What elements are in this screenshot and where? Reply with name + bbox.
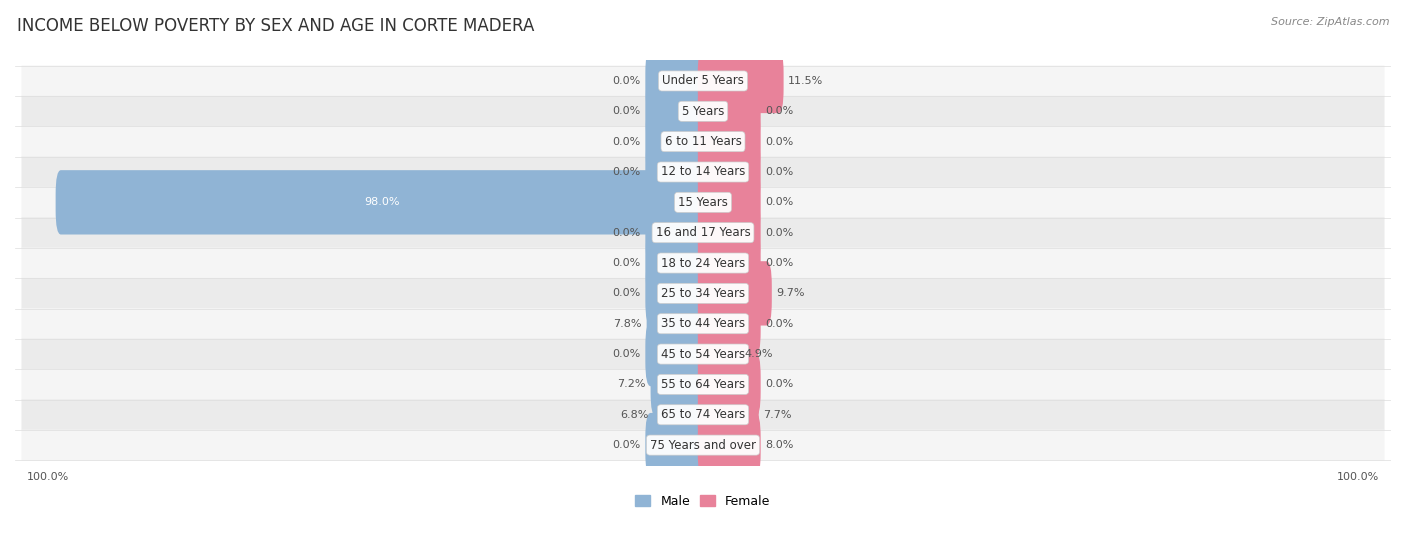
FancyBboxPatch shape (21, 399, 1385, 430)
Text: 11.5%: 11.5% (789, 76, 824, 86)
Text: 0.0%: 0.0% (765, 380, 793, 390)
FancyBboxPatch shape (697, 292, 761, 356)
FancyBboxPatch shape (697, 140, 761, 204)
Text: 0.0%: 0.0% (613, 106, 641, 116)
FancyBboxPatch shape (645, 140, 709, 204)
Text: 0.0%: 0.0% (613, 440, 641, 450)
FancyBboxPatch shape (697, 261, 772, 325)
Text: 4.9%: 4.9% (745, 349, 773, 359)
Text: 15 Years: 15 Years (678, 196, 728, 209)
FancyBboxPatch shape (697, 170, 761, 235)
FancyBboxPatch shape (56, 170, 709, 235)
FancyBboxPatch shape (697, 231, 761, 295)
FancyBboxPatch shape (645, 79, 709, 144)
FancyBboxPatch shape (21, 217, 1385, 248)
Text: 35 to 44 Years: 35 to 44 Years (661, 317, 745, 330)
Text: 55 to 64 Years: 55 to 64 Years (661, 378, 745, 391)
Text: 18 to 24 Years: 18 to 24 Years (661, 257, 745, 269)
Text: 6 to 11 Years: 6 to 11 Years (665, 135, 741, 148)
Legend: Male, Female: Male, Female (630, 490, 776, 513)
Text: 0.0%: 0.0% (765, 136, 793, 146)
Text: 65 to 74 Years: 65 to 74 Years (661, 408, 745, 421)
FancyBboxPatch shape (697, 49, 783, 113)
Text: 7.2%: 7.2% (617, 380, 645, 390)
Text: 5 Years: 5 Years (682, 105, 724, 118)
FancyBboxPatch shape (697, 79, 761, 144)
Text: Under 5 Years: Under 5 Years (662, 74, 744, 87)
Text: 0.0%: 0.0% (613, 76, 641, 86)
Text: 45 to 54 Years: 45 to 54 Years (661, 348, 745, 361)
Text: INCOME BELOW POVERTY BY SEX AND AGE IN CORTE MADERA: INCOME BELOW POVERTY BY SEX AND AGE IN C… (17, 17, 534, 35)
FancyBboxPatch shape (645, 201, 709, 265)
Text: 7.8%: 7.8% (613, 319, 643, 329)
FancyBboxPatch shape (645, 261, 709, 325)
Text: 0.0%: 0.0% (765, 319, 793, 329)
FancyBboxPatch shape (21, 339, 1385, 369)
Text: 6.8%: 6.8% (620, 410, 648, 420)
Text: 25 to 34 Years: 25 to 34 Years (661, 287, 745, 300)
Text: 0.0%: 0.0% (765, 106, 793, 116)
FancyBboxPatch shape (21, 126, 1385, 157)
Text: 0.0%: 0.0% (765, 258, 793, 268)
Text: 0.0%: 0.0% (613, 167, 641, 177)
FancyBboxPatch shape (21, 369, 1385, 400)
FancyBboxPatch shape (651, 352, 709, 416)
Text: 0.0%: 0.0% (765, 228, 793, 238)
FancyBboxPatch shape (21, 308, 1385, 339)
Text: 0.0%: 0.0% (613, 288, 641, 299)
FancyBboxPatch shape (697, 413, 761, 477)
FancyBboxPatch shape (645, 322, 709, 386)
FancyBboxPatch shape (21, 430, 1385, 461)
FancyBboxPatch shape (647, 292, 709, 356)
FancyBboxPatch shape (21, 278, 1385, 309)
FancyBboxPatch shape (697, 201, 761, 265)
Text: 98.0%: 98.0% (364, 197, 399, 207)
FancyBboxPatch shape (21, 96, 1385, 127)
FancyBboxPatch shape (21, 157, 1385, 187)
FancyBboxPatch shape (645, 413, 709, 477)
FancyBboxPatch shape (697, 352, 761, 416)
FancyBboxPatch shape (697, 322, 741, 386)
Text: Source: ZipAtlas.com: Source: ZipAtlas.com (1271, 17, 1389, 27)
Text: 0.0%: 0.0% (765, 167, 793, 177)
Text: 8.0%: 8.0% (765, 440, 793, 450)
FancyBboxPatch shape (697, 382, 759, 447)
FancyBboxPatch shape (697, 110, 761, 174)
Text: 0.0%: 0.0% (613, 258, 641, 268)
Text: 0.0%: 0.0% (613, 228, 641, 238)
Text: 75 Years and over: 75 Years and over (650, 439, 756, 452)
FancyBboxPatch shape (21, 187, 1385, 218)
Text: 9.7%: 9.7% (776, 288, 804, 299)
Text: 0.0%: 0.0% (613, 349, 641, 359)
Text: 0.0%: 0.0% (765, 197, 793, 207)
FancyBboxPatch shape (645, 110, 709, 174)
Text: 7.7%: 7.7% (763, 410, 792, 420)
FancyBboxPatch shape (21, 248, 1385, 278)
FancyBboxPatch shape (645, 231, 709, 295)
Text: 12 to 14 Years: 12 to 14 Years (661, 165, 745, 178)
FancyBboxPatch shape (645, 49, 709, 113)
FancyBboxPatch shape (21, 65, 1385, 97)
FancyBboxPatch shape (654, 382, 709, 447)
Text: 0.0%: 0.0% (613, 136, 641, 146)
Text: 16 and 17 Years: 16 and 17 Years (655, 226, 751, 239)
